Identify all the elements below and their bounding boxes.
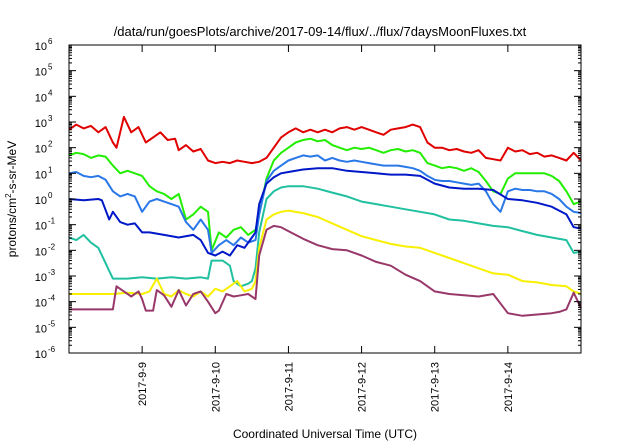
y-tick-label-7: 10 bbox=[35, 169, 47, 181]
y-tick-exp-2: -4 bbox=[48, 294, 56, 303]
y-axis-label-sup: 2 bbox=[4, 193, 13, 198]
y-tick-exp-7: 1 bbox=[48, 165, 53, 174]
y-tick-label-2: 10 bbox=[35, 298, 47, 310]
y-tick-label-9: 10 bbox=[35, 118, 47, 130]
series-line-3 bbox=[68, 167, 582, 257]
y-tick-exp-5: -1 bbox=[48, 217, 56, 226]
series-line-2 bbox=[68, 154, 582, 254]
y-tick-exp-9: 3 bbox=[48, 114, 53, 123]
y-tick-exp-4: -2 bbox=[48, 242, 56, 251]
y-tick-exp-1: -5 bbox=[48, 319, 56, 328]
y-tick-label-8: 10 bbox=[35, 144, 47, 156]
series-line-6 bbox=[69, 224, 582, 317]
x-axis: 2017-9-9 2017-9-10 2017-9-11 2017-9-12 2017-… bbox=[137, 45, 515, 412]
y-tick-label-4: 10 bbox=[35, 246, 47, 258]
y-tick-exp-6: 0 bbox=[48, 191, 53, 200]
y-tick-exp-8: 2 bbox=[48, 140, 53, 149]
y-tick-label-12: 10 bbox=[35, 41, 47, 53]
y-axis-label-main: protons/cm bbox=[5, 198, 19, 257]
y-axis-label: protons/cm2-s-sr-MeV bbox=[4, 141, 19, 257]
x-tick-label-4: 2017-9-13 bbox=[430, 362, 442, 412]
y-tick-label-0: 10 bbox=[35, 349, 47, 361]
x-tick-label-2: 2017-9-11 bbox=[283, 362, 295, 411]
series-line-5 bbox=[69, 209, 582, 298]
x-tick-label-1: 2017-9-10 bbox=[210, 362, 222, 412]
y-tick-exp-12: 6 bbox=[48, 37, 53, 46]
y-tick-label-10: 10 bbox=[35, 92, 47, 104]
y-tick-label-1: 10 bbox=[35, 323, 47, 335]
y-tick-label-5: 10 bbox=[35, 221, 47, 233]
x-tick-label-0: 2017-9-9 bbox=[137, 362, 149, 406]
chart-title: /data/run/goesPlots/archive/2017-09-14/f… bbox=[114, 24, 527, 39]
x-tick-label-3: 2017-9-12 bbox=[357, 362, 369, 412]
series-line-0 bbox=[68, 115, 582, 165]
y-tick-exp-11: 5 bbox=[48, 63, 53, 72]
y-tick-label-6: 10 bbox=[35, 195, 47, 207]
y-axis: 10 -610 -510 -410 -310 -210 -110 010 110 210 310 41… bbox=[35, 37, 581, 361]
y-axis-label-tail: -s-sr-MeV bbox=[5, 141, 19, 194]
y-tick-label-3: 10 bbox=[35, 272, 47, 284]
y-tick-exp-0: -6 bbox=[48, 345, 56, 354]
y-tick-exp-10: 4 bbox=[48, 88, 53, 97]
y-tick-label-11: 10 bbox=[35, 67, 47, 79]
x-tick-label-5: 2017-9-14 bbox=[503, 362, 515, 412]
y-tick-exp-3: -3 bbox=[48, 268, 56, 277]
series-layer bbox=[68, 115, 582, 317]
series-line-4 bbox=[68, 185, 582, 288]
x-axis-label: Coordinated Universal Time (UTC) bbox=[233, 427, 417, 441]
